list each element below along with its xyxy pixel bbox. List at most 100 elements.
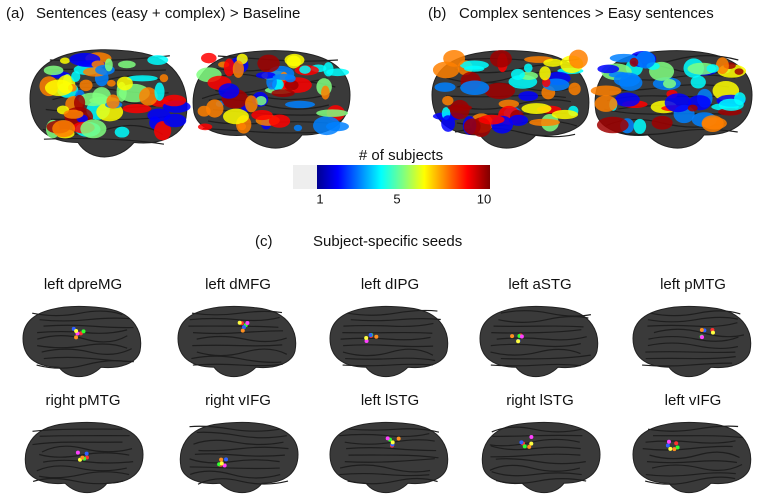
sulcus: [343, 344, 434, 348]
seed-label: left lSTG: [361, 392, 419, 409]
activation: [539, 66, 551, 81]
seed-label: left dpreMG: [44, 276, 122, 293]
activation: [321, 85, 330, 100]
sulcus: [647, 425, 739, 432]
activation: [484, 82, 516, 100]
sulcus: [490, 445, 581, 451]
activation: [116, 76, 133, 91]
panel-label: (a): [6, 5, 24, 22]
sulcus: [36, 465, 127, 472]
colorbar-tick: 5: [393, 191, 400, 206]
activation: [449, 99, 470, 120]
activation: [551, 109, 579, 120]
sulcus: [647, 342, 739, 350]
activation: [147, 55, 169, 65]
sulcus: [647, 322, 738, 328]
brain-surface: [329, 306, 449, 378]
seed-dot: [81, 329, 86, 334]
colorbar-tick: 10: [477, 191, 491, 206]
seed-dot: [672, 447, 677, 452]
sulcus: [32, 310, 123, 317]
seed-dot: [237, 320, 242, 325]
sulcus: [192, 344, 283, 347]
sulcus: [644, 476, 736, 485]
sulcus: [347, 309, 438, 316]
sulcus: [189, 470, 281, 479]
activation: [326, 121, 349, 132]
activation: [63, 109, 84, 119]
activation: [107, 79, 116, 87]
brain-surface: [177, 306, 297, 378]
sulcus: [339, 472, 430, 477]
sulcus: [648, 335, 739, 342]
sulcus: [32, 441, 123, 446]
activation: [218, 83, 240, 99]
sulcus: [490, 348, 581, 356]
activation: [284, 79, 299, 91]
sulcus: [43, 324, 134, 329]
activation: [701, 117, 727, 130]
activation: [257, 54, 280, 73]
brain: [29, 49, 191, 158]
sulcus: [345, 357, 436, 362]
sulcus: [43, 137, 165, 145]
seed-dot: [75, 450, 80, 455]
seed-dot: [516, 339, 521, 344]
seed-label: left dIPG: [361, 276, 419, 293]
activation: [44, 79, 73, 97]
sulcus: [43, 459, 134, 464]
sulcus: [192, 363, 283, 367]
activation: [629, 57, 639, 67]
sulcus: [491, 426, 582, 433]
colorbar: [317, 165, 490, 189]
panel-label: (c): [255, 233, 273, 250]
activation: [521, 103, 552, 115]
seed-label: right vIFG: [205, 392, 271, 409]
activation: [80, 119, 107, 139]
activation: [687, 104, 698, 112]
activation: [463, 118, 481, 135]
activation: [434, 82, 456, 92]
activation: [590, 85, 622, 97]
seed-dot: [80, 455, 85, 460]
sulcus: [491, 329, 582, 334]
activation: [690, 75, 706, 89]
seed-dot: [529, 441, 534, 446]
sulcus: [495, 478, 587, 484]
brain-surface: [22, 306, 142, 378]
activation: [201, 52, 217, 64]
sulcus: [617, 128, 738, 136]
activation: [122, 104, 152, 114]
activation: [543, 58, 563, 67]
sulcus: [39, 452, 130, 458]
sulcus: [192, 330, 284, 335]
panel-label: (b): [428, 5, 446, 22]
sulcus: [32, 477, 124, 485]
sulcus: [344, 458, 435, 463]
sulcus: [348, 428, 440, 433]
brain: [192, 50, 351, 149]
activation: [59, 57, 70, 64]
sulcus: [32, 428, 123, 432]
brain: [22, 306, 142, 378]
activation: [159, 74, 169, 83]
seed-dot: [374, 334, 379, 339]
activation: [299, 65, 311, 74]
sulcus: [343, 322, 434, 328]
activation: [154, 82, 165, 101]
activation: [223, 108, 249, 125]
seed-dot: [368, 333, 373, 338]
seed-dot: [527, 444, 532, 449]
activation: [326, 68, 350, 77]
activation: [498, 99, 520, 109]
sulcus: [191, 310, 283, 316]
activation: [237, 122, 247, 131]
activation: [139, 87, 158, 106]
activation: [316, 109, 349, 117]
sulcus: [645, 356, 736, 360]
seed-dot: [219, 457, 224, 462]
brain: [431, 49, 590, 149]
seed-label: left aSTG: [508, 276, 571, 293]
colorbar-title: # of subjects: [359, 147, 443, 164]
sulcus: [646, 460, 738, 464]
